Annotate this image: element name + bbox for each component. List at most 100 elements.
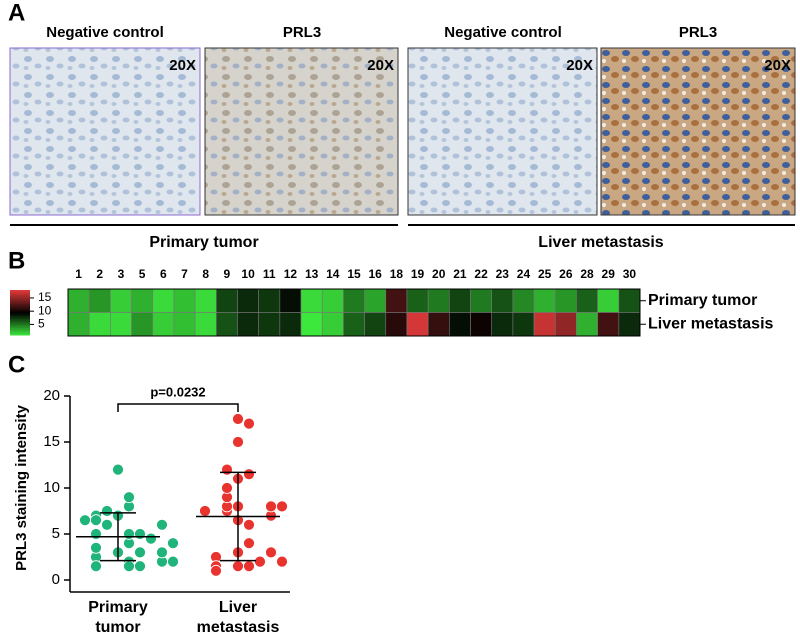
column-label: 2 (96, 267, 103, 281)
column-label: 23 (496, 267, 510, 281)
data-point (276, 500, 288, 513)
column-label: 5 (139, 267, 146, 281)
column-label: 29 (602, 267, 616, 281)
colorbar-tick-label: 15 (38, 290, 52, 304)
micrograph (600, 47, 796, 216)
heatmap-cell (618, 288, 641, 313)
heatmap-cell (152, 312, 175, 337)
heatmap-cell (343, 288, 365, 313)
heatmap-cell (533, 288, 556, 313)
image-header: Negative control (444, 24, 562, 41)
colorbar-segment (10, 290, 30, 292)
heatmap-cell (427, 312, 450, 337)
colorbar-segment (10, 293, 30, 295)
heatmap-cell (554, 312, 577, 337)
data-point (254, 555, 266, 568)
micrograph (9, 47, 201, 216)
heatmap-cell (449, 312, 471, 337)
heatmap-cell (364, 312, 387, 337)
heatmap-cell (343, 312, 365, 337)
column-label: 1 (75, 267, 82, 281)
colorbar-segment (10, 314, 30, 316)
heatmap-cell (321, 312, 344, 337)
heatmap-cell (427, 288, 450, 313)
column-label: 28 (580, 267, 594, 281)
column-label: 19 (411, 267, 425, 281)
data-point (134, 546, 146, 559)
heatmap-cell (173, 288, 196, 313)
data-point (167, 537, 179, 550)
group-label: Primary tumor (149, 234, 258, 251)
colorbar-segment (10, 299, 30, 301)
data-point (221, 463, 233, 476)
colorbar-segment (10, 309, 30, 312)
colorbar-segment (10, 296, 30, 298)
data-point (243, 560, 255, 573)
heatmap-cell (491, 288, 514, 313)
magnification: 20X (764, 57, 791, 74)
colorbar-segment (10, 326, 30, 328)
heatmap-cell (131, 312, 154, 337)
heatmap-cell (597, 288, 620, 313)
heatmap-cell (258, 288, 281, 313)
heatmap-cell (597, 312, 620, 337)
colorbar-segment (10, 324, 30, 327)
heatmap-cell (215, 288, 238, 313)
heatmap-cell (279, 312, 302, 337)
colorbar-segment (10, 312, 30, 315)
heatmap-cell (237, 312, 259, 337)
heatmap-cell (364, 288, 387, 313)
colorbar-segment (10, 291, 30, 294)
column-label: 15 (347, 267, 361, 281)
colorbar-segment (10, 303, 30, 306)
heatmap-cell (258, 312, 281, 337)
data-point (243, 537, 255, 550)
data-point (276, 555, 288, 568)
data-point (265, 546, 277, 559)
heatmap-cell (618, 312, 641, 337)
panel-label: B (8, 247, 25, 274)
panel-label: C (8, 351, 25, 378)
colorbar-segment (10, 327, 30, 330)
data-point (101, 518, 113, 531)
data-point (221, 482, 233, 494)
heatmap-cell (110, 288, 132, 313)
column-label: 22 (474, 267, 488, 281)
data-point (90, 541, 102, 554)
data-point (134, 560, 146, 573)
heatmap-cell (449, 288, 471, 313)
image-header: PRL3 (283, 24, 321, 41)
colorbar-segment (10, 332, 30, 334)
colorbar-segment (10, 333, 30, 336)
heatmap-cell (88, 312, 111, 337)
colorbar-segment (10, 317, 30, 319)
heatmap-cell (194, 288, 217, 313)
x-category-label: Primary tumor (88, 599, 148, 636)
data-point (79, 514, 91, 527)
heatmap-cell (576, 288, 598, 313)
colorbar-segment (10, 321, 30, 324)
data-point (90, 528, 102, 540)
heatmap-cell (110, 312, 132, 337)
colorbar-segment (10, 306, 30, 309)
data-point (265, 500, 277, 513)
heatmap-cell (385, 312, 408, 337)
micrograph (407, 47, 598, 216)
heatmap-border (67, 288, 641, 337)
data-point (232, 413, 244, 425)
column-label: 6 (160, 267, 167, 281)
colorbar-segment (10, 294, 30, 297)
heatmap-cell (67, 312, 90, 337)
data-point (232, 436, 244, 448)
magnification: 20X (169, 57, 196, 74)
column-label: 30 (623, 267, 637, 281)
heatmap-cell (321, 288, 344, 313)
column-label: 25 (538, 267, 552, 281)
micrograph (204, 47, 399, 216)
column-label: 7 (181, 267, 188, 281)
heatmap-cell (215, 312, 238, 337)
data-point (156, 518, 168, 531)
colorbar-segment (10, 329, 30, 331)
data-point (134, 528, 146, 540)
